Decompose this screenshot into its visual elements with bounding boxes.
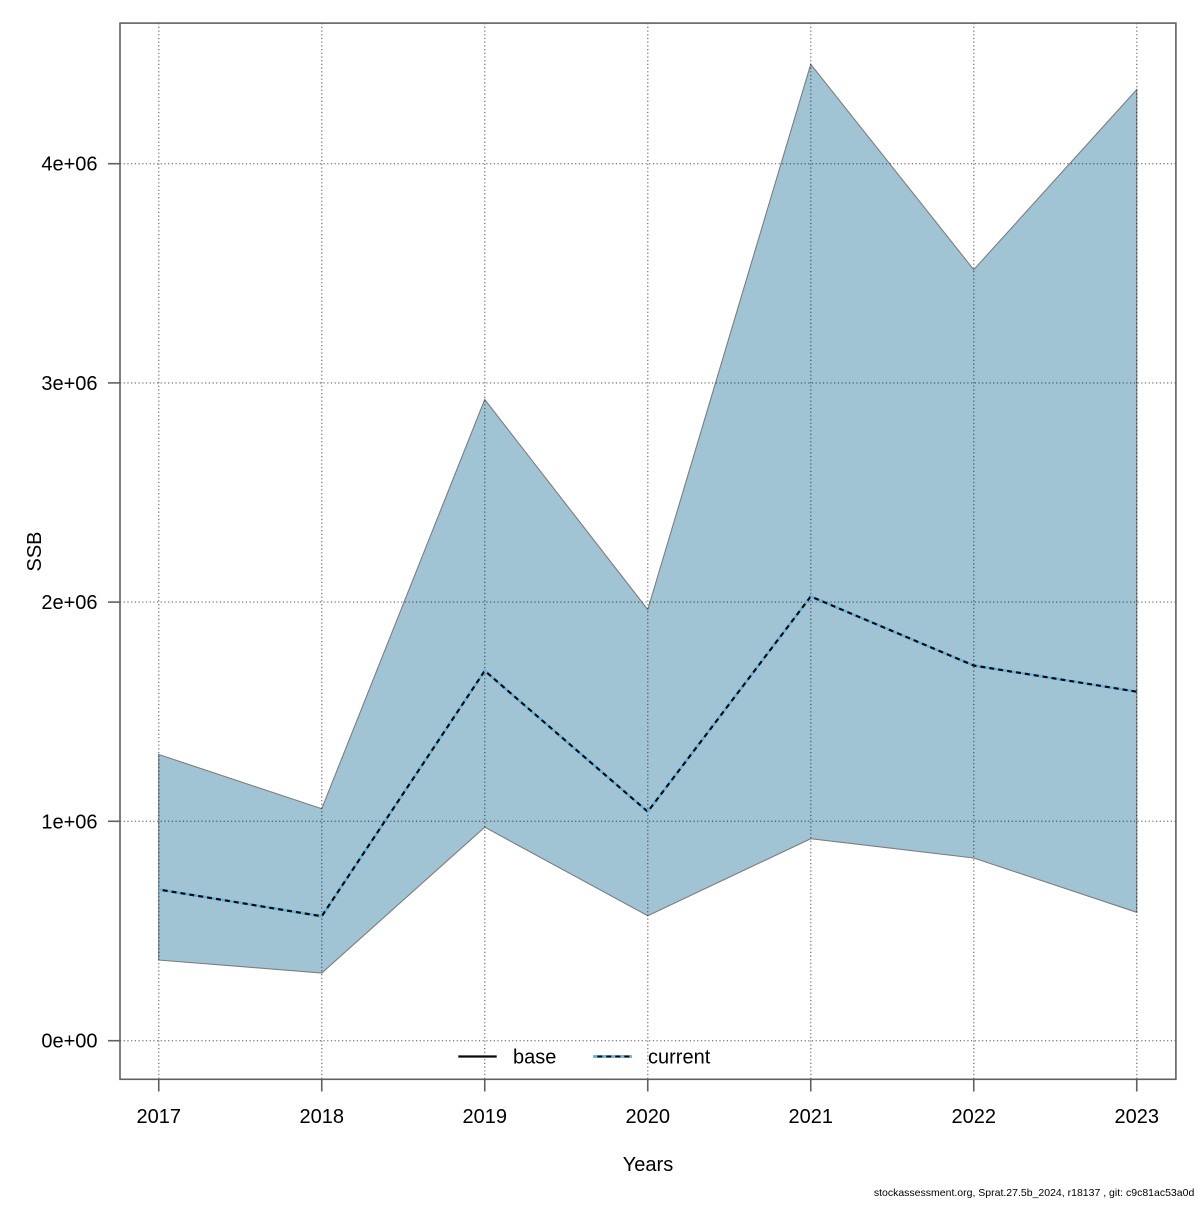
svg-text:2019: 2019 [463,1106,508,1128]
svg-text:current: current [648,1047,711,1069]
svg-text:stockassessment.org, Sprat.27.: stockassessment.org, Sprat.27.5b_2024, r… [874,1187,1195,1199]
svg-text:1e+06: 1e+06 [41,811,97,833]
svg-text:2021: 2021 [789,1106,834,1128]
svg-text:SSB: SSB [24,531,46,571]
svg-text:Years: Years [623,1154,673,1176]
svg-text:4e+06: 4e+06 [41,154,97,176]
svg-text:2018: 2018 [300,1106,345,1128]
svg-text:2020: 2020 [626,1106,671,1128]
svg-text:2022: 2022 [952,1106,997,1128]
svg-text:2023: 2023 [1115,1106,1160,1128]
svg-text:0e+00: 0e+00 [41,1031,97,1053]
svg-text:base: base [513,1047,556,1069]
svg-text:2017: 2017 [137,1106,182,1128]
svg-text:2e+06: 2e+06 [41,592,97,614]
svg-text:3e+06: 3e+06 [41,373,97,395]
